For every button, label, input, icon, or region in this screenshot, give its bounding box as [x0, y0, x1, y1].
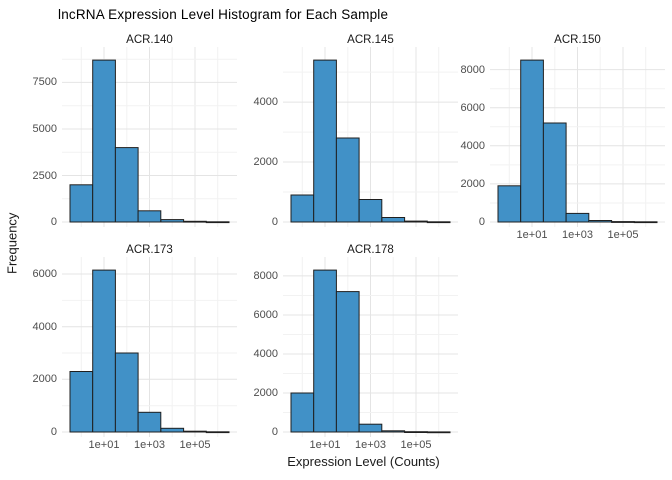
y-tick-label: 0: [50, 426, 57, 438]
y-tick-label: 4000: [253, 96, 278, 109]
x-axis-tick-labels: [62, 228, 237, 244]
histogram-bar: [381, 430, 406, 433]
histogram-bar: [565, 212, 590, 223]
y-tick-label: 4000: [253, 348, 278, 360]
histogram-bar: [183, 220, 207, 223]
x-tick-label: 1e+05: [400, 439, 432, 451]
histogram-bar: [426, 221, 451, 224]
histogram-bar: [92, 59, 116, 223]
histogram-bar: [381, 217, 406, 223]
facet-title: ACR.150: [554, 34, 601, 46]
histogram-plot: [62, 257, 237, 437]
histogram-svg: [490, 47, 665, 227]
x-tick-label: 1e+01: [516, 229, 548, 241]
facet-panel-acr145: ACR.145 0 2000 4000: [241, 33, 458, 244]
histogram-bar: [137, 411, 162, 433]
histogram-bar: [114, 147, 139, 223]
facet-title: ACR.145: [347, 34, 394, 46]
histogram-plot: [283, 47, 458, 227]
histogram-bar: [69, 371, 94, 433]
y-tick-label: 6000: [32, 268, 57, 280]
histogram-bar: [611, 221, 635, 223]
histogram-bar: [313, 59, 337, 223]
histogram-bar: [426, 431, 451, 434]
facet-panel-acr173: ACR.173 0 2000 4000 6000 1e+01 1e+03 1e+05: [20, 243, 237, 454]
x-tick-label: 1e+03: [562, 229, 593, 241]
x-tick-label: 1e+05: [179, 439, 211, 451]
y-tick-label: 7500: [32, 76, 57, 89]
histogram-bar: [114, 352, 139, 433]
histogram-bar: [205, 431, 230, 434]
y-tick-label: 2000: [460, 177, 485, 190]
x-axis-tick-labels: 1e+01 1e+03 1e+05: [283, 438, 458, 454]
y-axis-tick-labels: 0 2000 4000 6000 8000: [448, 47, 490, 227]
histogram-bar: [183, 430, 207, 433]
y-tick-label: 8000: [460, 63, 485, 76]
histogram-bar: [542, 122, 567, 223]
histogram-bar: [497, 185, 522, 223]
facet-title: ACR.140: [126, 34, 173, 46]
histogram-plot: [283, 257, 458, 437]
y-axis-tick-labels: 0 2500 5000 7500: [20, 47, 62, 228]
y-tick-label: 4000: [460, 139, 485, 152]
histogram-bar: [313, 269, 337, 433]
histogram-bar: [137, 210, 162, 223]
y-axis-tick-labels: 0 2000 4000 6000 8000: [241, 257, 283, 437]
y-tick-label: 2000: [253, 156, 278, 168]
histogram-bar: [335, 137, 360, 223]
histogram-bar: [633, 221, 658, 224]
histogram-bar: [69, 184, 94, 223]
facet-title: ACR.173: [126, 244, 173, 256]
histogram-bar: [404, 431, 428, 433]
y-tick-label: 6000: [253, 309, 278, 321]
x-tick-label: 1e+01: [309, 439, 341, 451]
histogram-bar: [205, 221, 230, 224]
y-tick-label: 6000: [460, 101, 485, 114]
plot-title: lncRNA Expression Level Histogram for Ea…: [58, 7, 389, 22]
histogram-bar: [290, 392, 315, 433]
x-axis-tick-labels: 1e+01 1e+03 1e+05: [490, 228, 665, 244]
x-tick-label: 1e+03: [134, 439, 165, 451]
y-axis-title: Frequency: [4, 212, 20, 274]
histogram-plot: [62, 47, 237, 227]
x-axis-title: Expression Level (Counts): [287, 454, 440, 469]
y-tick-label: 2000: [253, 387, 278, 399]
histogram-bar: [335, 291, 360, 433]
y-tick-label: 0: [271, 216, 278, 228]
y-tick-label: 8000: [253, 269, 278, 282]
x-tick-label: 1e+05: [607, 229, 639, 241]
histogram-bar: [404, 220, 428, 223]
histogram-plot: [490, 47, 665, 227]
histogram-bar: [520, 59, 544, 223]
histogram-svg: [62, 47, 237, 227]
histogram-bar: [358, 199, 383, 223]
x-axis-tick-labels: 1e+01 1e+03 1e+05: [62, 438, 237, 454]
x-axis-tick-labels: [283, 228, 458, 244]
histogram-svg: [62, 257, 237, 437]
y-tick-label: 0: [478, 216, 485, 228]
facet-panel-acr150: ACR.150 0 2000 4000 6000 8000 1e+01 1e+03 1e+0…: [448, 33, 665, 244]
y-tick-label: 2500: [32, 169, 57, 182]
y-tick-label: 4000: [32, 320, 57, 333]
facet-title: ACR.178: [347, 244, 394, 256]
histogram-bar: [160, 219, 185, 223]
y-tick-label: 5000: [32, 123, 57, 135]
facet-panel-acr140: ACR.140 0 2500 5000 7500: [20, 33, 237, 244]
y-tick-label: 0: [50, 216, 57, 228]
histogram-bar: [160, 427, 185, 433]
histogram-bar: [358, 423, 383, 433]
histogram-svg: [283, 257, 458, 437]
histogram-bar: [290, 194, 315, 223]
x-tick-label: 1e+03: [355, 439, 386, 451]
facet-panel-acr178: ACR.178 0 2000 4000 6000 8000 1e+01 1e+03 1e+0…: [241, 243, 458, 454]
y-tick-label: 2000: [32, 373, 57, 386]
histogram-svg: [283, 47, 458, 227]
y-tick-label: 0: [271, 426, 278, 438]
y-axis-tick-labels: 0 2000 4000: [241, 47, 283, 228]
histogram-bar: [588, 220, 613, 223]
histogram-bar: [92, 269, 116, 433]
x-tick-label: 1e+01: [88, 439, 120, 451]
y-axis-tick-labels: 0 2000 4000 6000: [20, 257, 62, 438]
